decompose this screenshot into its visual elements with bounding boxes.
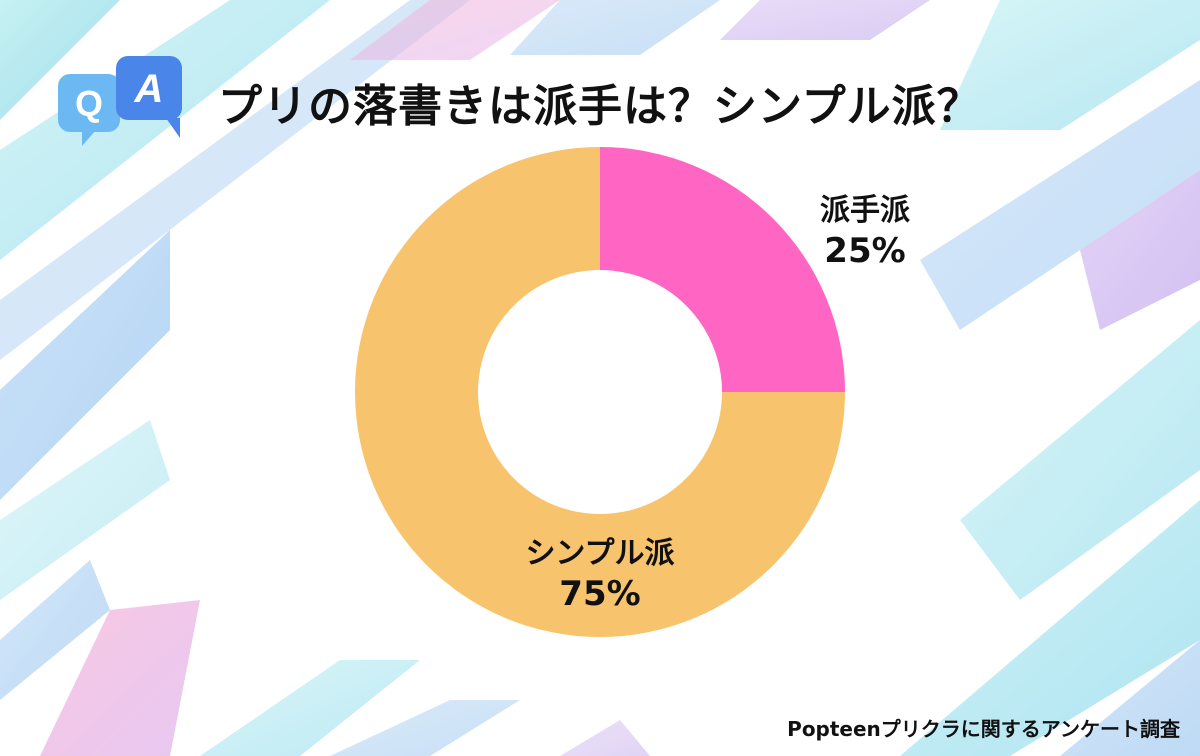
a-bubble-icon: A — [116, 56, 182, 138]
a-letter: A — [134, 67, 164, 111]
slice-category-label: 派手派 — [820, 193, 910, 228]
qa-chat-icon: Q A — [58, 56, 182, 146]
slice-value-label: 25% — [824, 230, 906, 271]
slice-category-label: シンプル派 — [525, 536, 675, 571]
donut-hole — [478, 270, 722, 514]
source-note: Popteenプリクラに関するアンケート調査 — [787, 717, 1180, 741]
q-letter: Q — [75, 83, 103, 124]
slice-label-simple: シンプル派 75% — [490, 535, 710, 615]
slice-label-hade: 派手派 25% — [800, 192, 930, 272]
slice-value-label: 75% — [559, 573, 641, 614]
q-bubble-icon: Q — [58, 74, 120, 146]
page-title: プリの落書きは派手は？シンプル派？ — [218, 81, 982, 132]
